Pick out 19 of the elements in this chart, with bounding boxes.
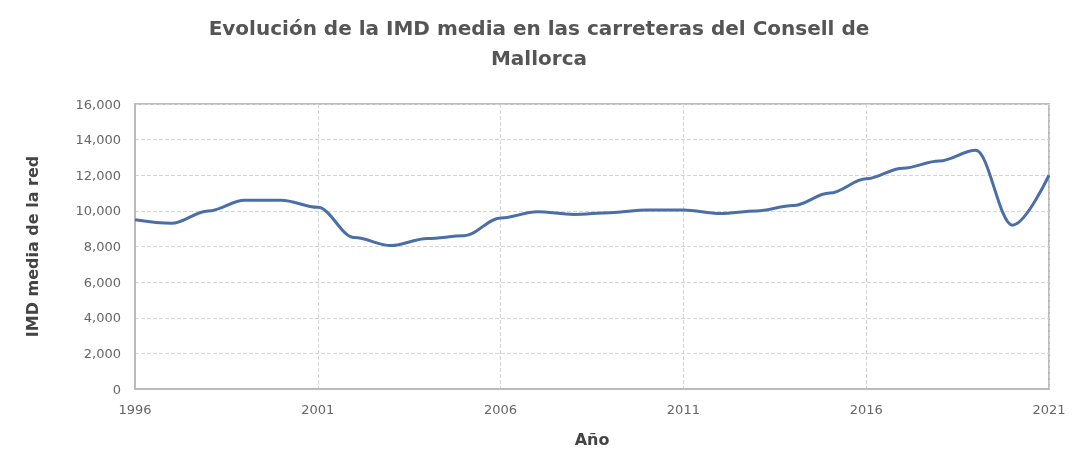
chart-title: Evolución de la IMD media en las carreteras del Consell de Mallorca [208, 16, 870, 70]
y-tick-label: 4,000 [83, 310, 121, 326]
y-tick-label: 0 [112, 381, 121, 397]
x-tick-label: 1996 [118, 402, 152, 417]
y-tick-label: 2,000 [83, 345, 121, 361]
y-tick-label: 10,000 [75, 203, 121, 219]
line-series [133, 148, 1051, 248]
y-tick-label: 14,000 [75, 132, 121, 148]
y-axis-title: IMD media de la red [22, 155, 42, 338]
y-tick-label: 8,000 [83, 239, 121, 254]
x-axis-title: Año [574, 429, 610, 449]
y-tick-label: 6,000 [83, 274, 121, 290]
x-tick-label: 2016 [849, 402, 883, 417]
x-tick-label: 2021 [1032, 402, 1066, 417]
x-tick-label: 2011 [666, 402, 700, 417]
y-tick-label: 12,000 [75, 167, 121, 183]
x-tick-label: 2001 [301, 402, 335, 417]
y-tick-label: 16,000 [75, 96, 121, 112]
x-tick-label: 2006 [484, 402, 518, 417]
